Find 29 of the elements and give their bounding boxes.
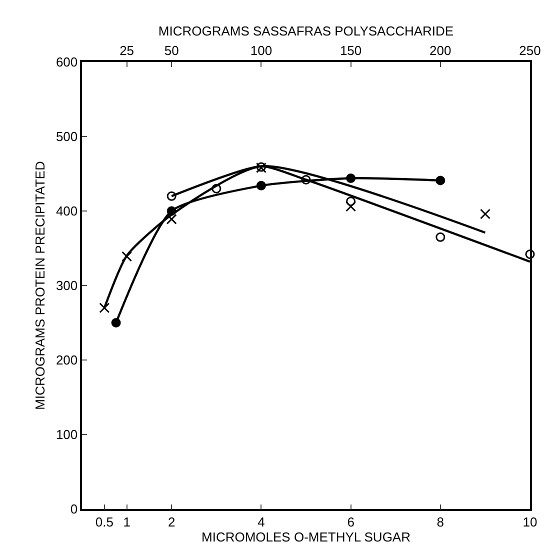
x-tick-label: 6 — [347, 514, 354, 530]
point — [122, 251, 132, 262]
x-tick-label: 8 — [436, 514, 444, 530]
x-axis-title: MICROMOLES O-METHYL SUGAR — [202, 529, 410, 544]
point — [166, 214, 177, 224]
point — [480, 208, 490, 220]
x2-tick-label: 150 — [340, 43, 362, 58]
x2-tick-label: 250 — [519, 43, 541, 58]
x-tick-label: 0.5 — [95, 514, 114, 530]
y-tick-label: 100 — [56, 427, 78, 442]
x2-tick-label: 25 — [120, 43, 134, 58]
y-tick-label: 400 — [56, 204, 78, 219]
x2-axis-title: MICROGRAMS SASSAFRAS POLYSACCHARIDE — [158, 24, 454, 38]
x-tick-label: 1 — [123, 514, 130, 530]
point — [436, 232, 446, 242]
y-tick-label: 300 — [56, 278, 78, 294]
point — [346, 201, 356, 212]
y-tick-label: 500 — [56, 129, 78, 144]
y-tick-label: 600 — [56, 54, 78, 70]
x-tick-label: 10 — [522, 514, 538, 530]
x2-tick-label: 100 — [250, 43, 272, 58]
x-tick-label: 2 — [168, 514, 176, 530]
y-axis-title: MICROGRAMS PROTEIN PRECIPITATED — [32, 161, 48, 410]
y-tick-label: 0 — [70, 502, 78, 517]
x2-tick-label: 50 — [164, 43, 179, 58]
x2-tick-label: 200 — [430, 43, 452, 58]
x-tick-label: 4 — [258, 514, 265, 530]
y-tick-label: 200 — [56, 352, 78, 368]
point — [99, 302, 110, 314]
